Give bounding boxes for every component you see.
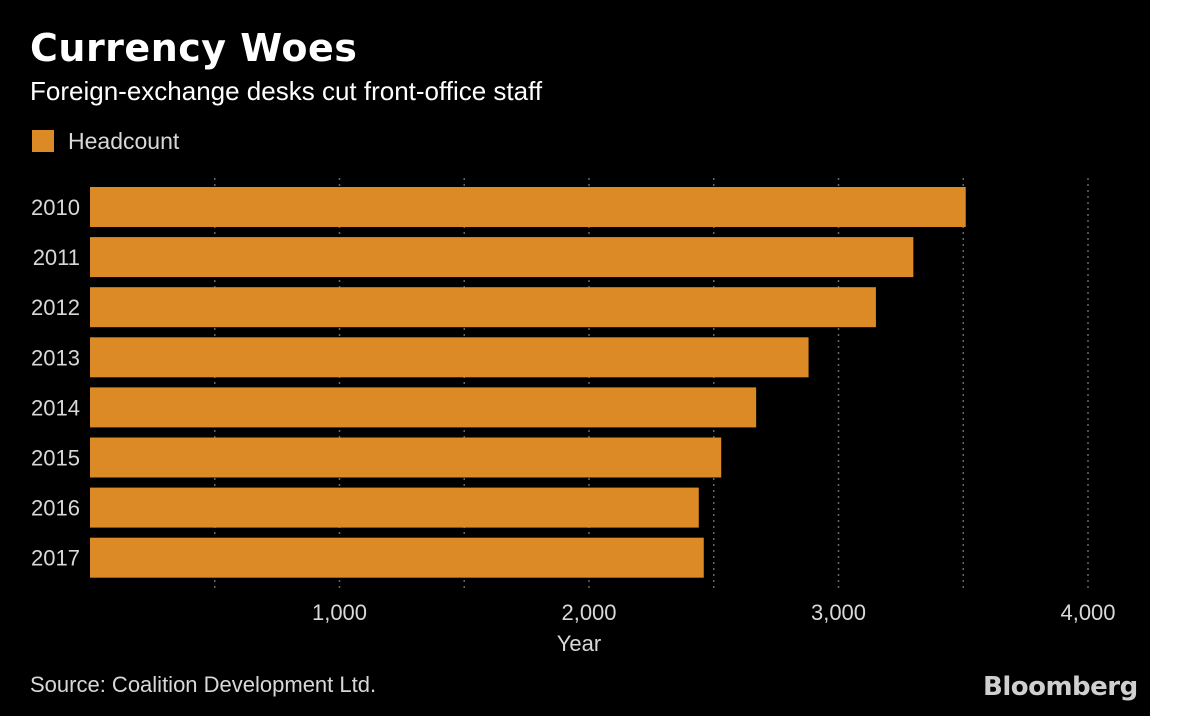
bar-2010 (90, 187, 966, 227)
category-label: 2010 (31, 195, 80, 220)
category-label: 2013 (31, 345, 80, 370)
bar-2017 (90, 537, 704, 578)
chart-title: Currency Woes (30, 26, 358, 70)
chart-subtitle: Foreign-exchange desks cut front-office … (30, 76, 543, 106)
bar-2016 (90, 487, 699, 528)
bar-2013 (90, 337, 809, 378)
category-label: 2011 (33, 245, 80, 270)
category-label: 2014 (31, 395, 80, 420)
x-tick-label: 1,000 (312, 600, 367, 625)
bar-2014 (90, 387, 757, 428)
bar-chart: 2010 2011 2012 2013 2014 2015 2016 2017 1,000 2,… (31, 178, 1116, 656)
x-tick-label: 2,000 (561, 600, 616, 625)
source-note: Source: Coalition Development Ltd. (30, 672, 377, 697)
legend-label: Headcount (68, 127, 180, 154)
bloomberg-logo: Bloomberg (983, 672, 1138, 702)
bar-2012 (90, 287, 876, 328)
category-label: 2015 (31, 446, 80, 471)
legend-swatch (32, 130, 54, 152)
gridlines (214, 178, 1089, 588)
chart-panel: Currency Woes Foreign-exchange desks cut… (0, 0, 1150, 716)
bar-2015 (90, 437, 722, 478)
legend: Headcount (32, 126, 179, 156)
bars (90, 187, 966, 578)
x-tick-labels: 1,000 2,000 3,000 4,000 (312, 600, 1116, 625)
category-label: 2012 (31, 295, 80, 320)
x-tick-label: 3,000 (811, 600, 866, 625)
bar-2011 (90, 237, 914, 278)
category-label: 2017 (31, 546, 80, 571)
category-labels: 2010 2011 2012 2013 2014 2015 2016 2017 (31, 195, 80, 571)
x-tick-label: 4,000 (1060, 600, 1115, 625)
x-axis-title: Year (557, 631, 601, 656)
category-label: 2016 (31, 496, 80, 521)
